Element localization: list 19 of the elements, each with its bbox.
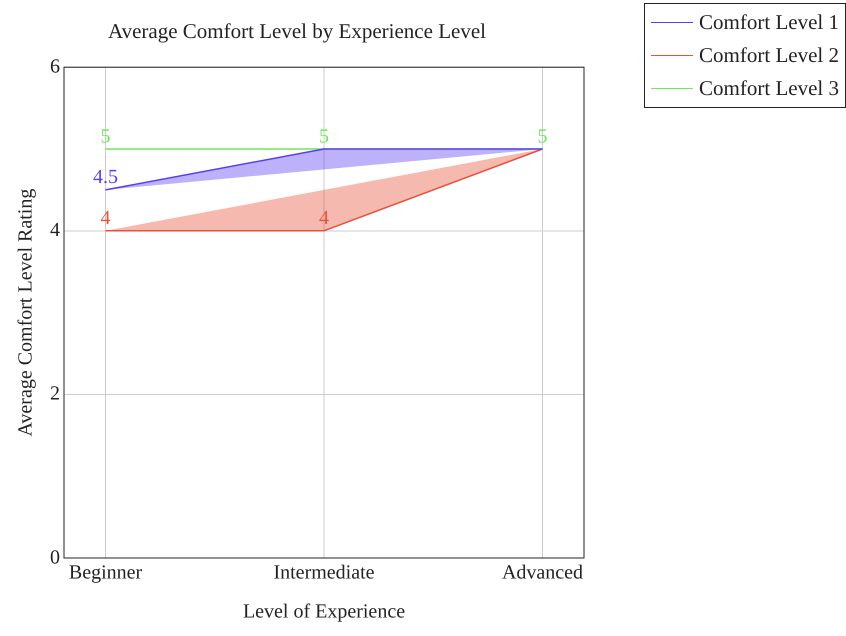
- data-label: 4.5: [93, 166, 118, 188]
- data-label: 5: [100, 125, 111, 148]
- y-tick-label: 6: [50, 55, 60, 78]
- x-axis-title: Level of Experience: [242, 600, 406, 622]
- chart-title: Average Comfort Level by Experience Level: [108, 19, 486, 44]
- x-tick-label: Beginner: [68, 561, 143, 584]
- y-tick-label: 4: [50, 219, 60, 242]
- legend-label: Comfort Level 2: [699, 42, 839, 69]
- data-label: 5: [319, 125, 329, 148]
- data-label: 5: [537, 125, 548, 148]
- y-axis-title: Average Comfort Level Rating: [14, 188, 36, 437]
- y-tick-label: 0: [50, 546, 60, 568]
- y-tick-label: 2: [50, 382, 60, 405]
- data-label: 4: [319, 207, 329, 230]
- data-label: 4: [100, 207, 111, 230]
- legend-label: Comfort Level 3: [699, 75, 839, 102]
- x-tick-label: Intermediate: [273, 561, 375, 584]
- legend-label: Comfort Level 1: [699, 9, 839, 36]
- x-tick-label: Advanced: [502, 561, 584, 584]
